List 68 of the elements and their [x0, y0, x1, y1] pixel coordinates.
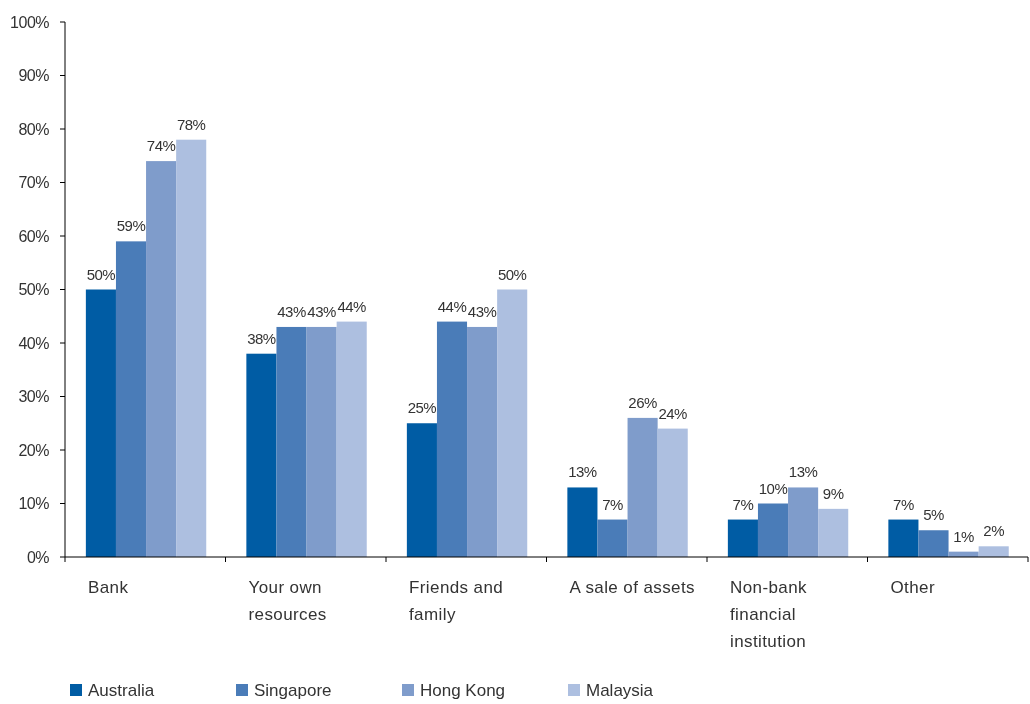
bar: [85, 289, 116, 557]
bar: [276, 326, 307, 557]
bar: [788, 487, 819, 557]
bar: [657, 428, 688, 557]
legend-label: Australia: [88, 681, 155, 700]
x-tick-label: A sale of assets: [569, 578, 695, 597]
y-tick-label: 50%: [18, 281, 50, 299]
bar: [627, 417, 658, 557]
y-tick-label: 100%: [10, 13, 50, 31]
bar: [436, 321, 468, 557]
y-tick-label: 80%: [18, 120, 50, 138]
y-tick-label: 30%: [18, 388, 50, 406]
data-label: 43%: [277, 302, 306, 320]
bar: [978, 546, 1009, 557]
bar: [246, 353, 277, 557]
y-tick-label: 70%: [18, 174, 50, 192]
data-label: 13%: [788, 463, 818, 481]
data-label: 7%: [732, 495, 754, 513]
bar: [406, 423, 437, 557]
bar: [727, 519, 758, 557]
bar: [467, 326, 498, 557]
bar: [146, 161, 177, 557]
data-label: 25%: [407, 399, 437, 417]
legend-label: Malaysia: [586, 681, 654, 700]
data-label: 7%: [893, 495, 914, 513]
x-tick-label: Bank: [88, 578, 129, 597]
x-tick-label: Friends and family: [409, 578, 504, 624]
data-label: 43%: [307, 302, 337, 320]
data-label: 50%: [497, 265, 527, 283]
data-label: 5%: [923, 506, 944, 524]
bar: [115, 241, 147, 557]
bar: [497, 289, 528, 557]
data-label: 78%: [176, 115, 206, 133]
data-label: 10%: [758, 479, 788, 497]
x-tick-label: Your own resources: [248, 578, 327, 624]
bar: [336, 321, 367, 557]
data-label: 59%: [116, 217, 146, 235]
data-label: 50%: [86, 265, 116, 283]
bar: [176, 139, 207, 557]
x-tick-label: Non-bank financial institution: [730, 578, 808, 651]
data-label: 7%: [602, 495, 623, 513]
bar: [918, 530, 949, 557]
data-label: 24%: [658, 404, 688, 422]
data-label: 2%: [983, 522, 1005, 540]
data-label: 44%: [437, 297, 467, 315]
y-tick-label: 0%: [26, 548, 50, 566]
data-label: 26%: [628, 393, 658, 411]
bar: [818, 508, 849, 557]
data-label: 43%: [467, 302, 497, 320]
legend-label: Singapore: [254, 681, 332, 700]
x-tick-label: Other: [890, 578, 936, 597]
bar: [597, 519, 628, 557]
y-tick-label: 20%: [18, 441, 50, 459]
bar: [888, 519, 919, 557]
bar: [306, 326, 337, 557]
data-label: 9%: [822, 484, 844, 502]
y-tick-label: 40%: [18, 334, 50, 352]
y-tick-label: 10%: [18, 495, 50, 513]
data-label: 1%: [953, 527, 975, 545]
data-label: 38%: [247, 329, 276, 347]
legend-label: Hong Kong: [420, 681, 506, 700]
data-label: 44%: [337, 297, 367, 315]
data-label: 13%: [568, 463, 597, 481]
bar: [567, 487, 598, 557]
data-label: 74%: [146, 137, 176, 155]
y-tick-label: 90%: [18, 67, 50, 85]
y-tick-label: 60%: [18, 227, 50, 245]
bar: [757, 503, 789, 557]
